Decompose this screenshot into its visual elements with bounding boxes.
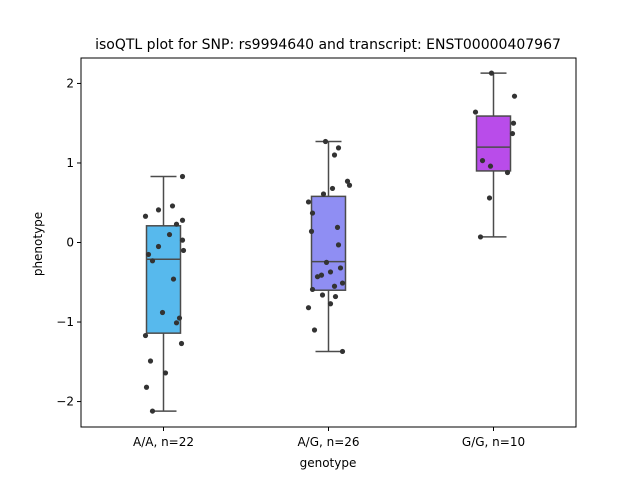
data-point <box>327 301 334 307</box>
data-point <box>145 251 152 258</box>
data-point <box>179 173 186 180</box>
data-point <box>309 286 316 293</box>
data-point <box>335 145 342 151</box>
data-point <box>180 247 187 254</box>
data-point <box>332 293 339 300</box>
data-point <box>173 221 180 227</box>
data-point <box>159 309 166 316</box>
data-point <box>334 224 341 230</box>
data-point <box>143 384 150 390</box>
data-point <box>142 213 149 219</box>
data-point <box>335 242 342 248</box>
y-axis-label: phenotype <box>31 212 45 276</box>
data-point <box>155 207 162 213</box>
data-point <box>305 305 312 311</box>
data-point <box>318 272 325 278</box>
y-tick-label: −1 <box>56 315 74 329</box>
data-point <box>323 259 330 265</box>
data-point <box>472 109 479 115</box>
data-point <box>170 276 177 282</box>
y-tick-label: 2 <box>66 76 74 90</box>
data-point <box>504 169 511 176</box>
data-point <box>477 234 484 240</box>
data-point <box>344 178 351 184</box>
data-point <box>510 120 517 126</box>
data-point <box>149 258 156 264</box>
data-point <box>331 283 338 289</box>
data-point <box>509 130 516 137</box>
y-tick-label: 1 <box>66 156 74 170</box>
data-point <box>327 269 334 275</box>
data-point <box>142 332 149 339</box>
x-tick-label: A/G, n=26 <box>297 435 359 449</box>
data-point <box>162 370 169 376</box>
data-point <box>322 138 329 145</box>
data-point <box>309 210 316 216</box>
chart-title: isoQTL plot for SNP: rs9994640 and trans… <box>95 37 561 53</box>
data-point <box>314 274 321 280</box>
data-point <box>331 152 338 158</box>
data-point <box>155 243 162 250</box>
data-point <box>176 315 183 321</box>
data-point <box>308 228 315 234</box>
data-point <box>166 231 173 238</box>
data-point <box>346 182 353 188</box>
data-point <box>339 280 346 286</box>
data-point <box>339 348 346 355</box>
data-point <box>329 185 336 192</box>
data-point <box>479 157 486 164</box>
data-point <box>173 320 180 326</box>
data-point <box>488 70 495 76</box>
data-point <box>179 217 186 223</box>
data-point <box>511 93 518 99</box>
data-point <box>169 203 176 209</box>
plot-area: −2 −1 0 1 2 A/A, n=22 A/G, n=26 G/G, n=10 <box>56 57 577 449</box>
data-point <box>487 163 494 169</box>
data-point <box>149 408 156 414</box>
x-axis-label: genotype <box>300 456 357 470</box>
y-tick-label: −2 <box>56 395 74 409</box>
data-point <box>147 358 154 364</box>
data-point <box>320 191 327 197</box>
data-point <box>319 292 326 298</box>
data-point <box>305 199 312 205</box>
data-point <box>178 340 185 347</box>
data-point <box>311 327 318 333</box>
data-point <box>337 265 344 271</box>
y-tick-label: 0 <box>66 236 74 250</box>
data-point <box>179 237 186 243</box>
x-tick-label: A/A, n=22 <box>133 435 194 449</box>
data-point <box>486 195 493 201</box>
x-tick-label: G/G, n=10 <box>462 435 525 449</box>
